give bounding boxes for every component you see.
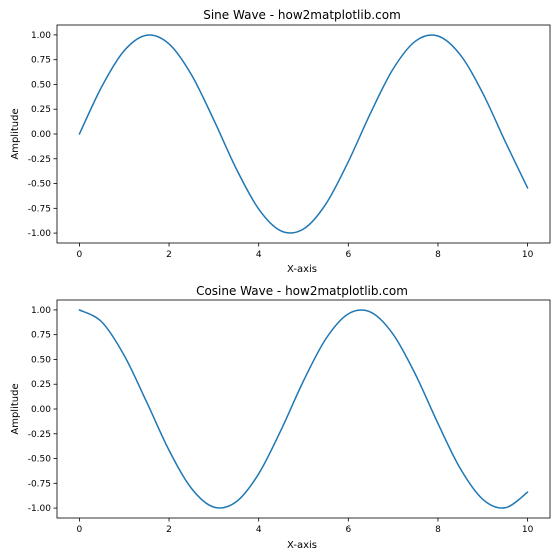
cosine-x-tick-label: 8: [435, 525, 441, 535]
cosine-y-tick-label: -0.50: [28, 455, 52, 465]
cosine-y-tick-label: -0.25: [28, 430, 51, 440]
cosine-x-tick-label: 6: [345, 525, 351, 535]
sine-axes-frame: [56, 24, 551, 244]
sine-y-tick-label: 1.00: [31, 31, 51, 41]
sine-chart-title: Sine Wave - how2matplotlib.com: [203, 8, 401, 22]
sine-x-tick-label: 0: [77, 250, 83, 260]
sine-x-axis-label: X-axis: [287, 264, 317, 275]
sine-y-tick-label: 0.75: [31, 56, 51, 66]
sine-y-tick-label: -0.25: [28, 155, 51, 165]
sine-x-tick-label: 8: [435, 250, 441, 260]
cosine-y-tick-label: 0.50: [31, 355, 51, 365]
cosine-x-tick-label: 10: [522, 525, 534, 535]
cosine-x-tick-label: 2: [166, 525, 172, 535]
cosine-x-tick-label: 0: [77, 525, 83, 535]
cosine-y-tick-label: 1.00: [31, 306, 51, 316]
sine-series-line: [78, 34, 529, 234]
sine-y-tick-label: -0.50: [28, 180, 52, 190]
cosine-series-line: [78, 309, 529, 509]
sine-tick-group: 0 2 4 6 8 10 1.00 0.75 0.50 0.25 0.00 -0.25 -0.50 -0.…: [28, 31, 534, 260]
cosine-y-tick-label: 0.00: [31, 405, 51, 415]
sine-y-tick-label: 0.50: [31, 80, 51, 90]
sine-y-axis-label: Amplitude: [10, 108, 21, 159]
cosine-y-axis-label: Amplitude: [10, 383, 21, 434]
cosine-chart-title: Cosine Wave - how2matplotlib.com: [196, 284, 408, 298]
cosine-tick-group: 0 2 4 6 8 10 1.00 0.75 0.50 0.25 0.00 -0.25 -0.50 -0.…: [28, 306, 534, 535]
sine-x-tick-label: 10: [522, 250, 534, 260]
sine-y-tick-label: 0.25: [31, 105, 51, 115]
sine-y-tick-label: -1.00: [28, 229, 52, 239]
cosine-y-tick-label: 0.75: [31, 331, 51, 341]
sine-subplot: Sine Wave - how2matplotlib.com 0 2 4 6 8 10 1.…: [10, 8, 551, 275]
cosine-x-tick-label: 4: [256, 525, 262, 535]
sine-x-tick-label: 6: [345, 250, 351, 260]
sine-x-tick-label: 2: [166, 250, 172, 260]
cosine-y-tick-label: 0.25: [31, 380, 51, 390]
sine-y-tick-label: -0.75: [28, 204, 51, 214]
sine-y-tick-label: 0.00: [31, 130, 51, 140]
cosine-x-axis-label: X-axis: [287, 540, 317, 551]
cosine-axes-frame: [56, 299, 551, 519]
sine-x-tick-label: 4: [256, 250, 262, 260]
cosine-subplot: Cosine Wave - how2matplotlib.com 0 2 4 6 8 10…: [10, 284, 551, 551]
cosine-y-tick-label: -1.00: [28, 504, 52, 514]
cosine-y-tick-label: -0.75: [28, 479, 51, 489]
